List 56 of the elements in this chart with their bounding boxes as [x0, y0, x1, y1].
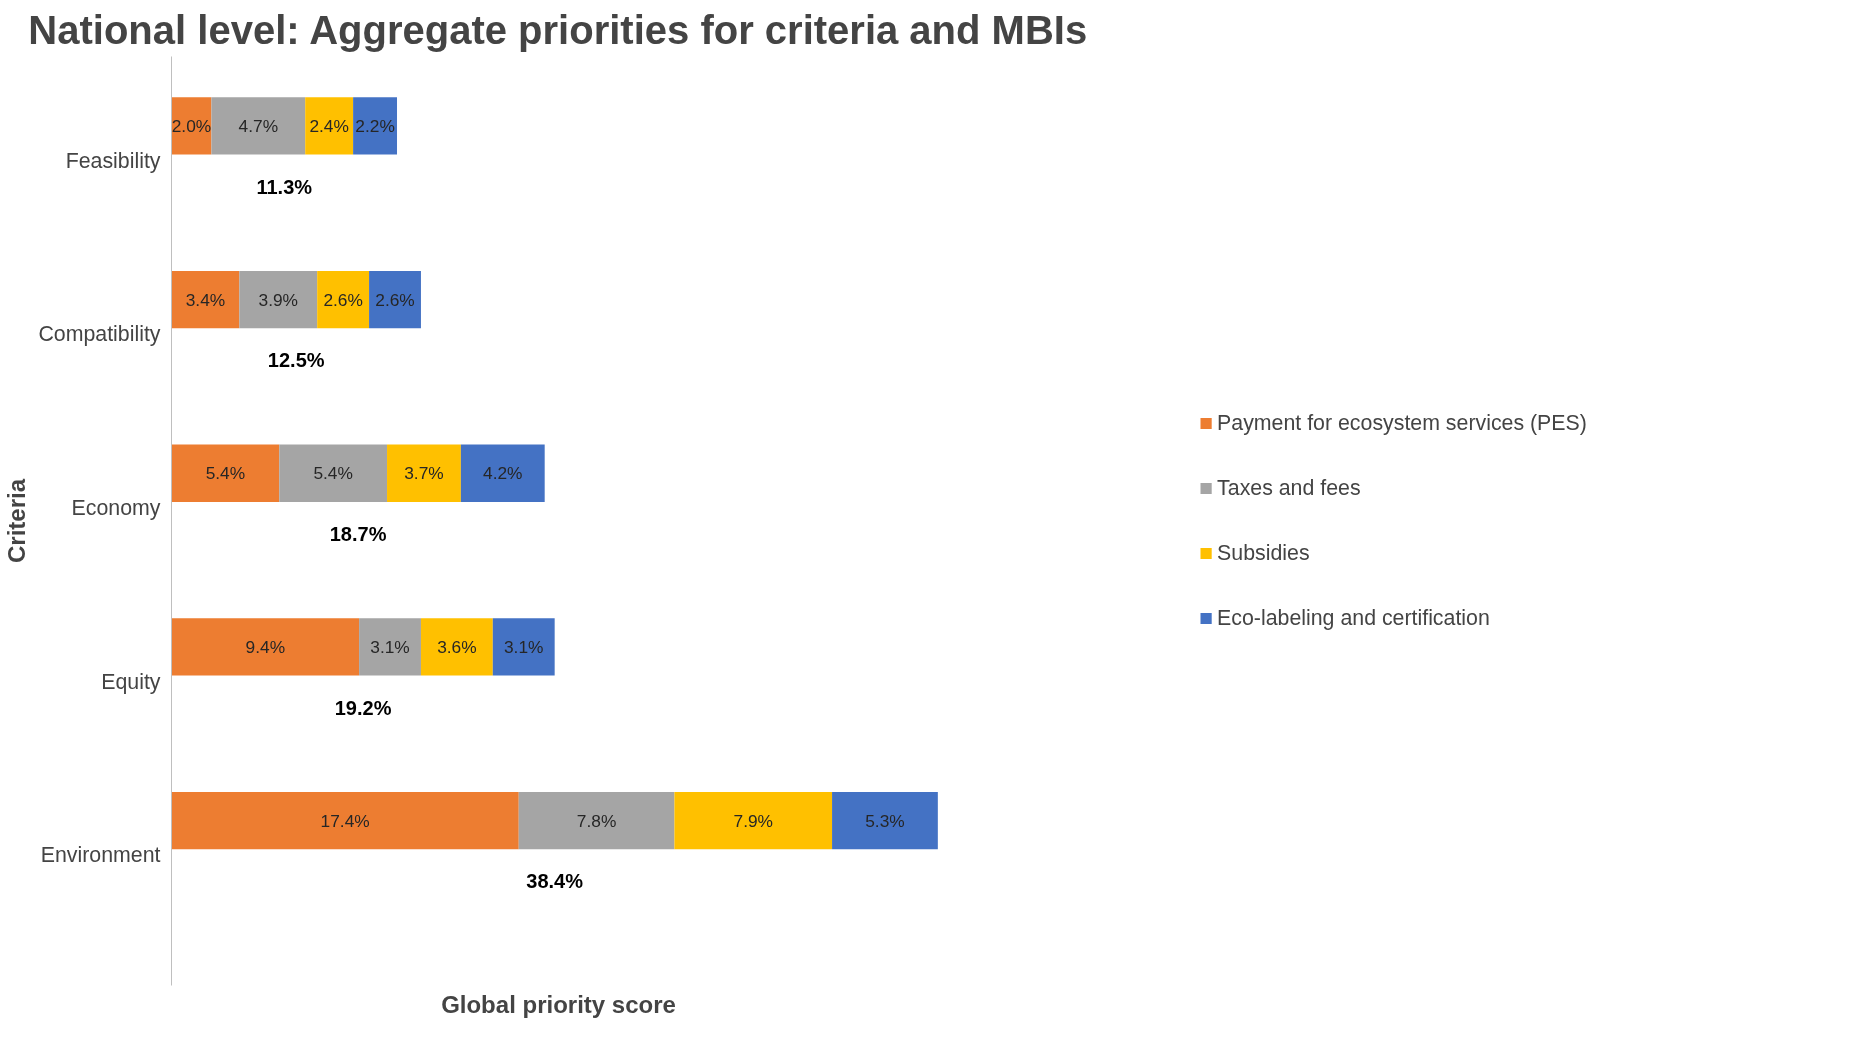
y-tick-label: Economy — [71, 495, 161, 520]
data-label: 4.7% — [238, 115, 279, 136]
total-label: 19.2% — [334, 696, 392, 719]
data-label: 3.1% — [370, 636, 410, 657]
data-label: 2.6% — [375, 289, 415, 310]
bar — [369, 270, 421, 329]
data-label: 3.4% — [185, 289, 226, 310]
bar — [211, 97, 306, 155]
total-label: 18.7% — [329, 523, 387, 546]
data-label: 3.7% — [404, 463, 444, 484]
y-tick-label: Compatibility — [38, 322, 161, 347]
data-label: 5.4% — [313, 463, 353, 484]
data-label: 7.9% — [733, 810, 773, 831]
y-tick-label: Environment — [40, 843, 161, 868]
total-label: 11.3% — [256, 175, 313, 198]
data-label: 7.8% — [576, 810, 617, 831]
bar — [460, 444, 545, 502]
data-label: 4.2% — [483, 463, 523, 484]
y-tick-label: Feasibility — [65, 148, 161, 173]
legend-label: Subsidies — [1217, 540, 1311, 566]
bar — [171, 791, 519, 850]
data-label: 2.4% — [309, 115, 349, 136]
data-label: 2.0% — [171, 115, 212, 136]
legend-label: Taxes and fees — [1217, 475, 1362, 501]
data-label: 9.4% — [245, 636, 286, 657]
bar — [305, 97, 354, 155]
bar — [420, 618, 493, 676]
total-label: 38.4% — [526, 870, 584, 893]
y-tick-label: Equity — [101, 669, 161, 694]
data-label: 5.4% — [205, 463, 246, 484]
bar — [353, 97, 398, 155]
bar — [674, 791, 833, 850]
bar — [279, 444, 388, 502]
data-label: 2.2% — [355, 115, 395, 136]
data-label: 3.1% — [503, 636, 544, 657]
legend-label: Payment for ecosystem services (PES) — [1217, 410, 1587, 436]
bar — [387, 444, 461, 502]
bar — [359, 618, 421, 676]
bar — [239, 270, 318, 329]
data-label: 3.6% — [437, 636, 477, 657]
y-axis-title: Criteria — [3, 478, 31, 564]
bar — [518, 791, 675, 850]
bar — [317, 270, 370, 329]
data-label: 3.9% — [258, 289, 299, 310]
bar — [832, 791, 938, 850]
chart-title: National level: Aggregate priorities for criteria and MBIs — [28, 7, 1088, 52]
legend-label: Eco-labeling and certification — [1217, 605, 1491, 631]
data-label: 17.4% — [320, 810, 370, 831]
x-axis-title: Global priority score — [441, 990, 676, 1018]
bar — [171, 270, 240, 329]
bar — [492, 618, 555, 676]
total-label: 12.5% — [267, 349, 325, 372]
bar — [171, 444, 280, 502]
data-label: 2.6% — [323, 289, 363, 310]
data-label: 5.3% — [865, 810, 905, 831]
bar — [171, 618, 360, 676]
